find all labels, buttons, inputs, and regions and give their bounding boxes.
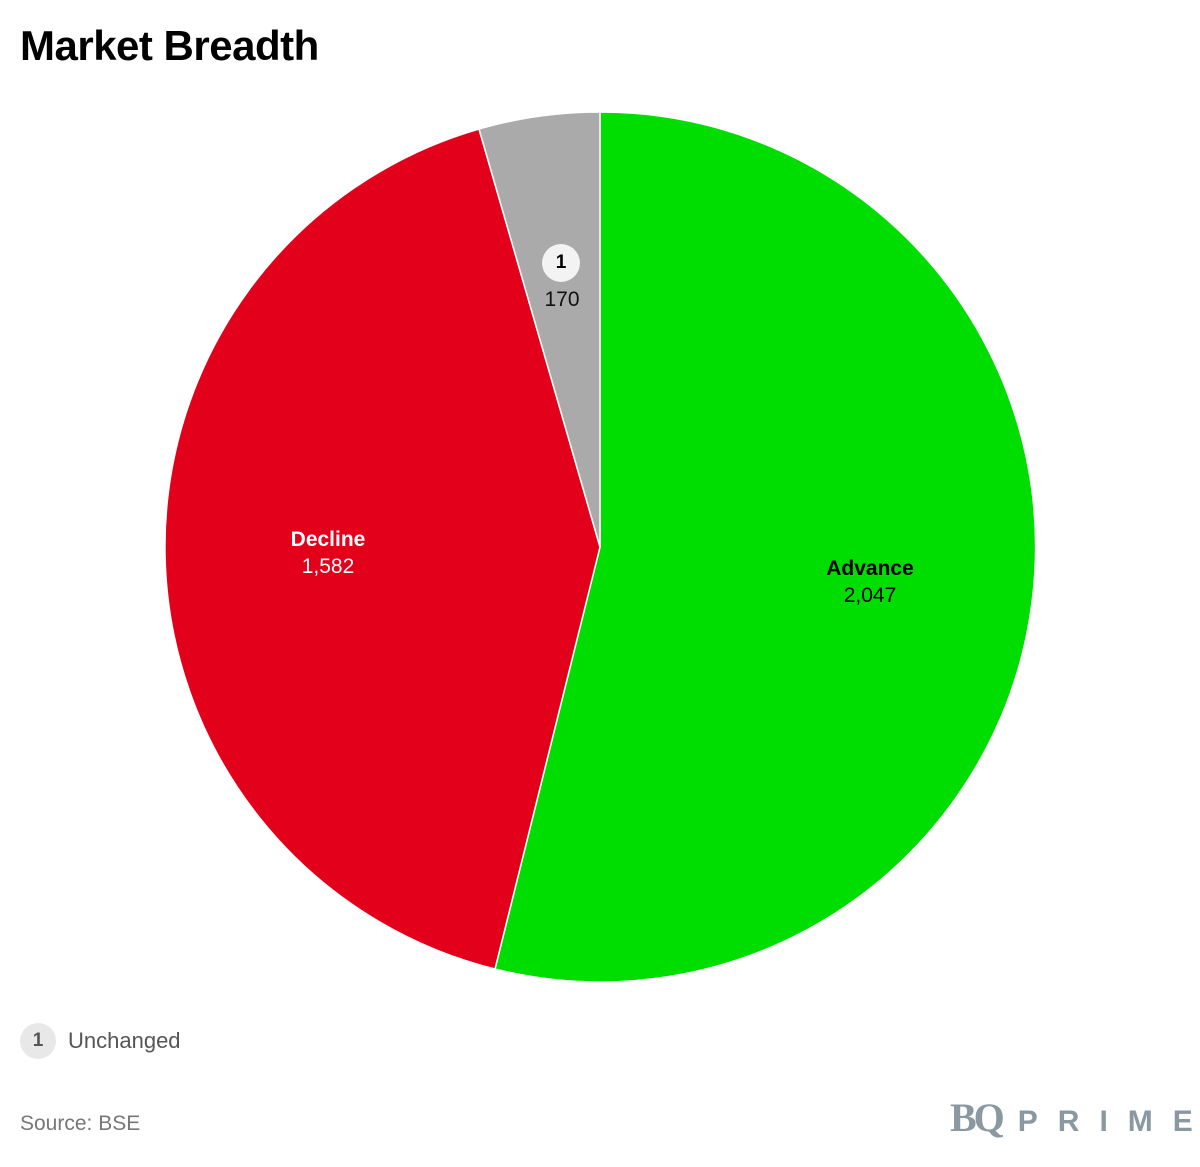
advance-label: Advance 2,047	[826, 555, 914, 609]
bq-prime-logo: BQ PRIME	[950, 1094, 1200, 1141]
pie-slice-decline	[164, 128, 601, 970]
chart-title: Market Breadth	[20, 22, 319, 69]
legend: 1 Unchanged	[20, 1023, 181, 1059]
logo-bq: BQ	[950, 1095, 1005, 1140]
unchanged-value: 170	[544, 288, 580, 311]
pie-slice-advance	[494, 111, 1037, 983]
logo-prime: PRIME	[1017, 1105, 1200, 1138]
unchanged-marker: 1	[542, 244, 580, 282]
advance-value: 2,047	[843, 584, 897, 607]
decline-label: Decline 1,582	[291, 526, 366, 580]
legend-marker: 1	[20, 1023, 56, 1059]
legend-label: Unchanged	[68, 1028, 181, 1053]
source-note: Source: BSE	[20, 1112, 141, 1135]
decline-value: 1,582	[301, 555, 355, 578]
decline-name: Decline	[290, 528, 366, 551]
pie-slice-unchanged	[478, 111, 601, 548]
advance-name: Advance	[826, 557, 914, 580]
